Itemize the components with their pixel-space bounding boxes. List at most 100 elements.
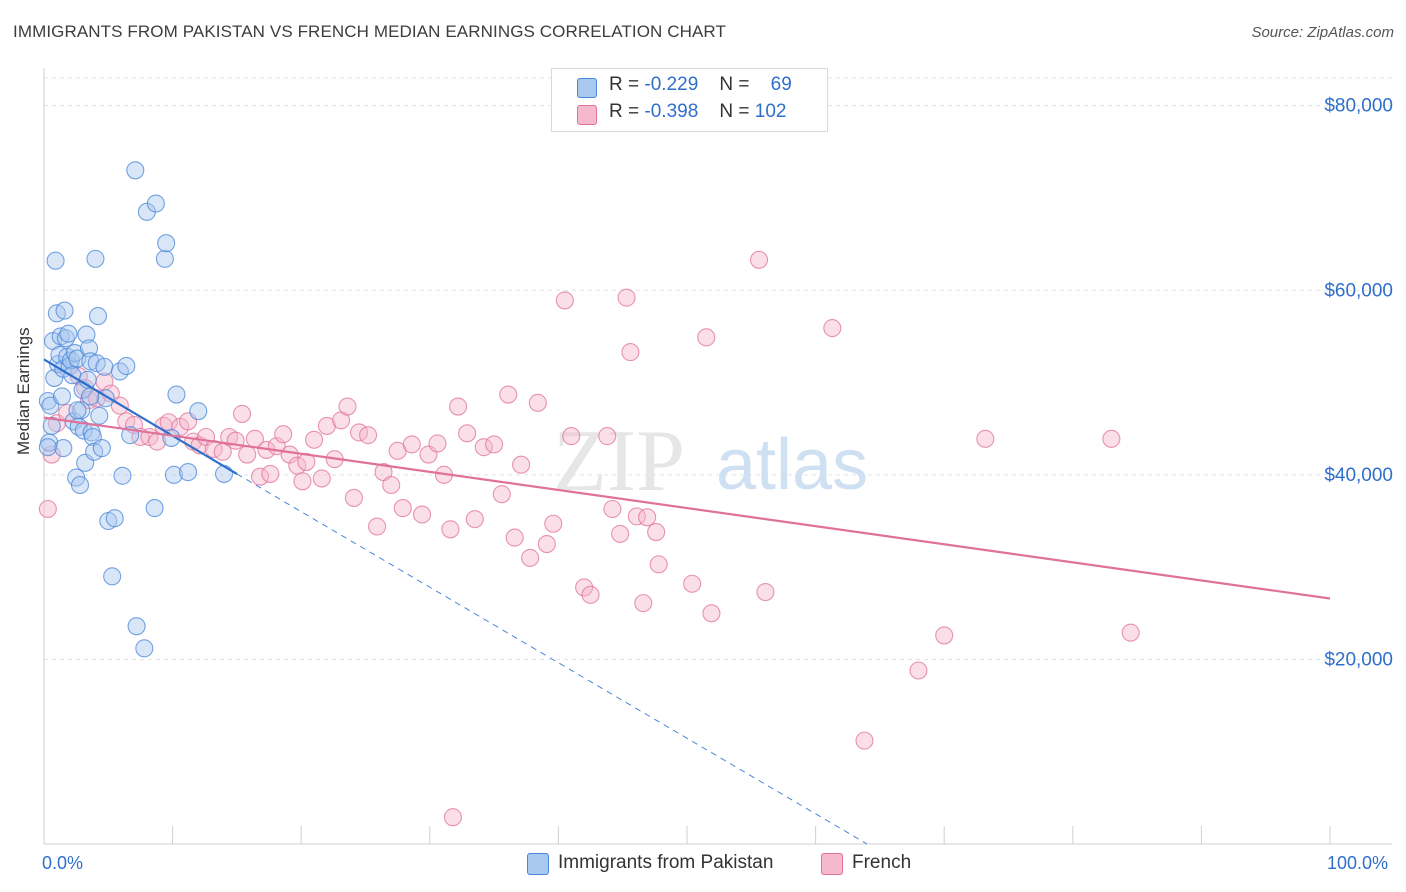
data-point [74,421,93,440]
data-point [443,808,462,827]
legend-r-value: -0.398 [644,101,699,122]
data-point [88,307,108,326]
data-point [823,319,842,338]
data-point [555,291,574,310]
data-point [92,439,111,458]
data-point [485,435,504,454]
data-point [59,324,78,343]
data-point [232,404,252,423]
data-point [77,325,96,344]
series-pakistan-points [38,161,234,658]
data-point [214,464,234,483]
legend-r-label: R = [609,74,640,95]
legend-r-label: R = [609,101,640,122]
data-point [474,438,493,457]
y-tick-labels: $20,000 $40,000 $60,000 $80,000 [1324,96,1393,671]
data-point [749,250,769,269]
data-point [683,574,702,593]
data-point [127,617,146,636]
y-axis-label: Median Earnings [14,327,33,455]
y-tick-label: $60,000 [1324,280,1393,301]
data-point [976,429,995,448]
legend-text-french: R = -0.398 N = 102 [609,101,786,123]
legend-n-value: 69 [770,74,792,95]
data-point [68,401,87,420]
data-point [441,520,460,539]
data-point [305,430,324,449]
series-french-points [38,250,1140,827]
data-point [855,731,874,750]
data-point [70,475,90,495]
trend-line-pakistan [43,358,238,475]
y-tick-label: $40,000 [1324,465,1393,486]
data-point [226,431,245,450]
data-point [126,161,145,180]
legend-text-pakistan: R = -0.229 N = 69 [609,74,792,96]
x-tick-label-max: 100.0% [1327,853,1389,873]
data-point [598,427,617,446]
watermark: ZIP atlas [553,413,868,510]
data-point [458,424,477,443]
data-point [155,249,174,268]
data-point [935,626,954,645]
data-point [617,288,636,307]
bottom-legend-label-pakistan: Immigrants from Pakistan [558,852,774,873]
data-point [402,435,421,454]
data-point [512,455,531,474]
data-point [627,507,646,526]
data-point [537,535,556,554]
data-point [317,416,336,435]
bottom-legend-swatch-pakistan [527,853,549,875]
data-point [562,427,581,446]
data-point [575,578,594,597]
data-point [611,524,630,543]
data-point [159,413,178,432]
data-point [621,343,640,362]
data-point [90,406,109,425]
data-point [145,499,164,518]
data-point [505,528,524,547]
bottom-legend-swatch-french [821,853,843,875]
data-point [274,425,293,444]
data-point [54,439,73,458]
data-point [52,387,72,406]
data-point [261,464,280,483]
data-point [581,585,600,604]
data-point [50,345,69,364]
trend-line-french [43,416,1331,600]
data-point [638,508,657,527]
data-point [499,385,518,404]
legend-r-value: -0.229 [644,74,699,95]
data-point [393,499,412,518]
data-point [293,472,312,491]
data-point [178,463,198,482]
bottom-legend-label-french: French [852,852,912,873]
y-tick-label: $80,000 [1324,96,1393,117]
data-point [634,594,653,613]
legend-row-pakistan: R = -0.229 N = 69 [552,74,827,100]
x-tick-label-min: 0.0% [42,853,84,873]
data-point [238,445,257,464]
data-point [105,509,124,528]
data-point [428,434,447,453]
data-point [702,604,721,623]
data-point [95,357,114,376]
data-point [521,548,540,567]
data-point [647,523,666,542]
data-point [135,639,154,658]
data-point [46,251,65,270]
data-point [42,416,61,435]
data-point [449,397,468,416]
stats-legend: R = -0.229 N = 69 R = -0.398 N = 102 [551,68,828,132]
data-point [528,393,547,412]
data-point [72,401,91,420]
data-point [167,385,186,404]
data-point [113,466,132,485]
chart-title: IMMIGRANTS FROM PAKISTAN VS FRENCH MEDIA… [13,22,726,41]
data-point [157,234,176,253]
data-point [338,397,357,416]
gridlines [44,77,1392,660]
data-point [189,402,208,421]
data-point [492,485,511,504]
data-point [756,583,775,602]
